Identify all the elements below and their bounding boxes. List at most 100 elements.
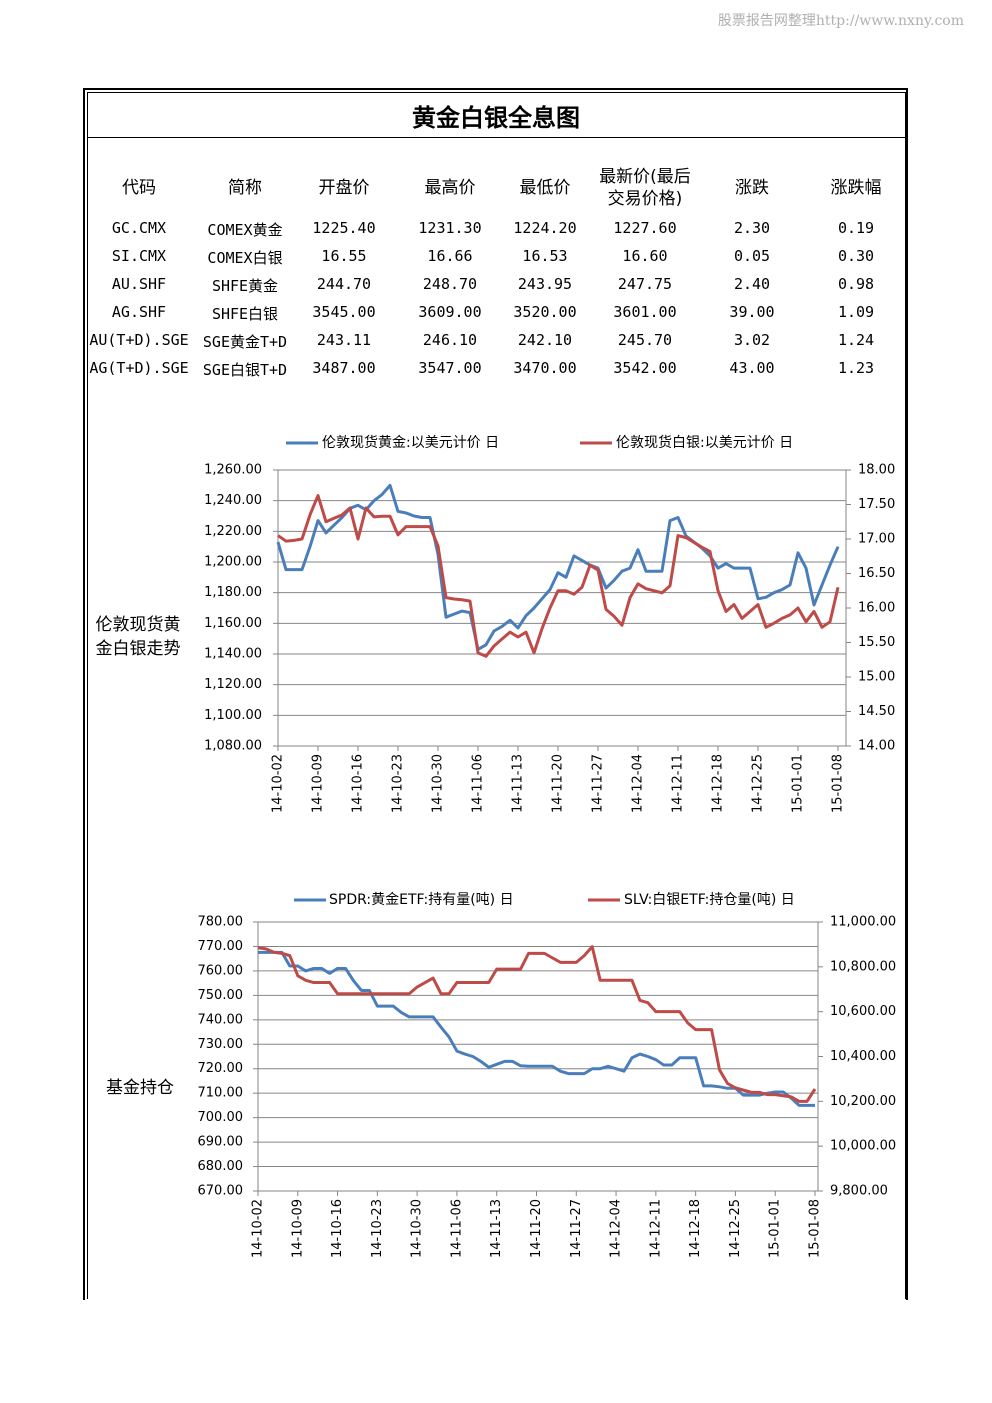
x-tick-label: 14-10-30 [431, 754, 446, 813]
x-tick-label: 14-10-09 [311, 754, 326, 813]
table-cell: 1224.20 [513, 219, 577, 237]
x-tick-label: 15-01-08 [808, 1199, 823, 1258]
table-cell: SHFE黄金 [211, 277, 279, 295]
table-cell: AG.SHF [111, 303, 167, 321]
table-cell: SI.CMX [111, 247, 167, 265]
table-cell: 1227.60 [613, 219, 677, 237]
x-tick-label: 14-10-02 [251, 1199, 266, 1258]
y2-tick-label: 15.00 [858, 670, 895, 685]
y2-tick-label: 10,200.00 [830, 1094, 896, 1109]
table-cell: 0.30 [837, 247, 875, 265]
table-cell: 243.11 [316, 331, 372, 349]
x-tick-label: 14-11-20 [529, 1199, 544, 1258]
y-tick-label: 720.00 [198, 1061, 244, 1076]
table-cell: 16.66 [427, 247, 473, 265]
table-cell: AU.SHF [111, 275, 167, 293]
table-cell: 3601.00 [613, 303, 677, 321]
table-cell: 247.75 [617, 275, 673, 293]
table-cell: 242.10 [517, 331, 573, 349]
table-cell: 1225.40 [312, 219, 376, 237]
table-cell: GC.CMX [111, 219, 167, 237]
table-cell: 16.60 [622, 247, 668, 265]
table-header: 最低价 [519, 178, 571, 198]
x-tick-label: 14-12-11 [671, 754, 686, 813]
frame [83, 88, 908, 1300]
table-cell: 1231.30 [418, 219, 482, 237]
table-cell: 245.70 [617, 331, 673, 349]
table-cell: 16.53 [522, 247, 568, 265]
x-tick-label: 14-10-09 [290, 1199, 305, 1258]
table-header: 涨跌 [735, 178, 769, 198]
table-cell: 3.02 [733, 331, 771, 349]
table-header: 涨跌幅 [830, 178, 882, 198]
y2-tick-label: 14.50 [858, 704, 895, 719]
x-tick-label: 15-01-08 [831, 754, 846, 813]
y-tick-label: 780.00 [198, 915, 244, 930]
x-tick-label: 14-12-04 [631, 754, 646, 813]
table-header: 最高价 [424, 178, 476, 198]
table-header: 代码 [122, 178, 156, 198]
y2-tick-label: 16.00 [858, 601, 895, 616]
y-tick-label: 1,240.00 [204, 493, 262, 508]
y-tick-label: 1,160.00 [204, 616, 262, 631]
table-cell: 2.40 [733, 275, 771, 293]
x-tick-label: 14-10-30 [410, 1199, 425, 1258]
y-tick-label: 680.00 [198, 1159, 244, 1174]
table-cell: 3487.00 [312, 359, 376, 377]
x-tick-label: 14-10-23 [391, 754, 406, 813]
legend-label: SPDR:黄金ETF:持有量(吨) 日 [329, 891, 514, 908]
table-header: 最新价(最后交易价格) [599, 167, 691, 209]
table-cell: 1.24 [837, 331, 875, 349]
y2-tick-label: 10,600.00 [830, 1004, 896, 1019]
y2-tick-label: 10,000.00 [830, 1139, 896, 1154]
table-cell: AU(T+D).SGE [89, 331, 189, 349]
table-cell: 1.09 [837, 303, 875, 321]
y-tick-label: 730.00 [198, 1037, 244, 1052]
x-tick-label: 14-10-16 [351, 754, 366, 813]
y2-tick-label: 16.50 [858, 566, 895, 581]
y-tick-label: 1,180.00 [204, 585, 262, 600]
y2-tick-label: 11,000.00 [830, 915, 896, 930]
table-cell: 3470.00 [513, 359, 577, 377]
table-cell: 3609.00 [418, 303, 482, 321]
table-cell: 3520.00 [513, 303, 577, 321]
x-tick-label: 14-12-18 [688, 1199, 703, 1258]
table-header: 开盘价 [318, 178, 370, 198]
table-cell: SGE黄金T+D [202, 333, 288, 351]
table-cell: COMEX白银 [207, 249, 283, 267]
y2-tick-label: 17.00 [858, 532, 895, 547]
y-tick-label: 710.00 [198, 1086, 244, 1101]
legend-label: SLV:白银ETF:持仓量(吨) 日 [624, 892, 795, 908]
x-tick-label: 14-10-02 [271, 754, 286, 813]
table-header: 简称 [228, 178, 262, 198]
y2-tick-label: 18.00 [858, 463, 895, 478]
y-tick-label: 700.00 [198, 1110, 244, 1125]
y-tick-label: 1,120.00 [204, 677, 262, 692]
y-tick-label: 760.00 [198, 963, 244, 978]
y-tick-label: 770.00 [198, 939, 244, 954]
y-tick-label: 1,220.00 [204, 524, 262, 539]
x-tick-label: 14-10-16 [330, 1199, 345, 1258]
y2-tick-label: 17.50 [858, 497, 895, 512]
table-cell: SGE白银T+D [202, 361, 288, 379]
x-tick-label: 14-12-04 [609, 1199, 624, 1258]
table-cell: SHFE白银 [211, 305, 279, 323]
y2-tick-label: 9,800.00 [830, 1184, 888, 1199]
legend-label: 伦敦现货白银:以美元计价 日 [616, 434, 793, 451]
x-tick-label: 14-11-13 [489, 1199, 504, 1258]
table-cell: 0.19 [837, 219, 875, 237]
side-label: 基金持仓 [106, 1078, 174, 1098]
y-tick-label: 740.00 [198, 1012, 244, 1027]
table-cell: AG(T+D).SGE [89, 359, 189, 377]
y-tick-label: 750.00 [198, 988, 244, 1003]
y-tick-label: 1,200.00 [204, 555, 262, 570]
title-rule [87, 137, 905, 138]
table-cell: 3545.00 [312, 303, 376, 321]
series-line [276, 483, 840, 651]
table-cell: 244.70 [316, 275, 372, 293]
x-tick-label: 14-11-27 [569, 1199, 584, 1258]
page-title: 黄金白银全息图 [412, 104, 580, 132]
x-tick-label: 14-11-06 [471, 754, 486, 813]
x-tick-label: 14-11-27 [591, 754, 606, 813]
